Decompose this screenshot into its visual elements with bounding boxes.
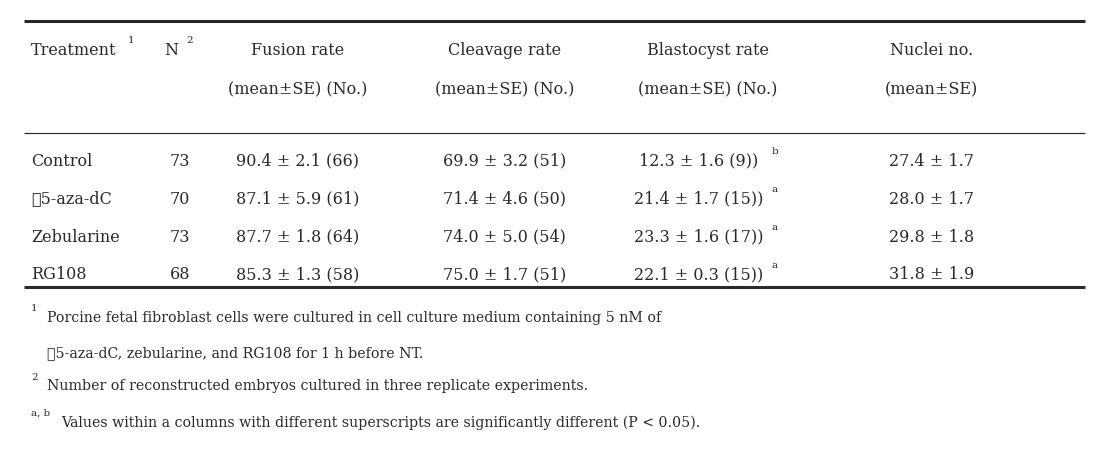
Text: 71.4 ± 4.6 (50): 71.4 ± 4.6 (50)	[444, 191, 566, 208]
Text: 27.4 ± 1.7: 27.4 ± 1.7	[889, 153, 974, 170]
Text: 1: 1	[31, 304, 38, 313]
Text: 31.8 ± 1.9: 31.8 ± 1.9	[889, 266, 974, 283]
Text: Nuclei no.: Nuclei no.	[889, 42, 974, 59]
Text: 29.8 ± 1.8: 29.8 ± 1.8	[889, 228, 974, 246]
Text: 87.1 ± 5.9 (61): 87.1 ± 5.9 (61)	[235, 191, 359, 208]
Text: 2: 2	[31, 373, 38, 382]
Text: 12.3 ± 1.6 (9)): 12.3 ± 1.6 (9))	[639, 153, 759, 170]
Text: 73: 73	[170, 153, 190, 170]
Text: N: N	[164, 42, 179, 59]
Text: Number of reconstructed embryos cultured in three replicate experiments.: Number of reconstructed embryos cultured…	[47, 379, 588, 393]
Text: 5-aza-dC: 5-aza-dC	[31, 191, 112, 208]
Text: Blastocyst rate: Blastocyst rate	[647, 42, 769, 59]
Text: 5-aza-dC, zebularine, and RG108 for 1 h before NT.: 5-aza-dC, zebularine, and RG108 for 1 h…	[47, 346, 423, 360]
Text: Treatment: Treatment	[31, 42, 116, 59]
Text: 28.0 ± 1.7: 28.0 ± 1.7	[889, 191, 974, 208]
Text: Porcine fetal fibroblast cells were cultured in cell culture medium containing 5: Porcine fetal fibroblast cells were cult…	[47, 310, 661, 325]
Text: (mean±SE) (No.): (mean±SE) (No.)	[435, 82, 574, 99]
Text: Control: Control	[31, 153, 92, 170]
Text: 70: 70	[170, 191, 190, 208]
Text: a: a	[772, 185, 779, 194]
Text: (mean±SE): (mean±SE)	[885, 82, 978, 99]
Text: 68: 68	[170, 266, 190, 283]
Text: 90.4 ± 2.1 (66): 90.4 ± 2.1 (66)	[236, 153, 358, 170]
Text: (mean±SE) (No.): (mean±SE) (No.)	[227, 82, 367, 99]
Text: a, b: a, b	[31, 409, 50, 418]
Text: 22.1 ± 0.3 (15)): 22.1 ± 0.3 (15))	[634, 266, 763, 283]
Text: 85.3 ± 1.3 (58): 85.3 ± 1.3 (58)	[235, 266, 359, 283]
Text: Values within a columns with different superscripts are significantly different : Values within a columns with different s…	[61, 416, 701, 430]
Text: (mean±SE) (No.): (mean±SE) (No.)	[638, 82, 777, 99]
Text: Fusion rate: Fusion rate	[251, 42, 344, 59]
Text: Zebularine: Zebularine	[31, 228, 120, 246]
Text: 87.7 ± 1.8 (64): 87.7 ± 1.8 (64)	[235, 228, 359, 246]
Text: 69.9 ± 3.2 (51): 69.9 ± 3.2 (51)	[442, 153, 567, 170]
Text: 73: 73	[170, 228, 190, 246]
Text: 74.0 ± 5.0 (54): 74.0 ± 5.0 (54)	[444, 228, 566, 246]
Text: a: a	[772, 261, 779, 270]
Text: 2: 2	[186, 36, 193, 45]
Text: a: a	[772, 223, 779, 232]
Text: 1: 1	[128, 36, 134, 45]
Text: 23.3 ± 1.6 (17)): 23.3 ± 1.6 (17))	[634, 228, 763, 246]
Text: Cleavage rate: Cleavage rate	[448, 42, 561, 59]
Text: RG108: RG108	[31, 266, 87, 283]
Text: 21.4 ± 1.7 (15)): 21.4 ± 1.7 (15))	[634, 191, 763, 208]
Text: b: b	[772, 147, 779, 156]
Text: 75.0 ± 1.7 (51): 75.0 ± 1.7 (51)	[442, 266, 567, 283]
